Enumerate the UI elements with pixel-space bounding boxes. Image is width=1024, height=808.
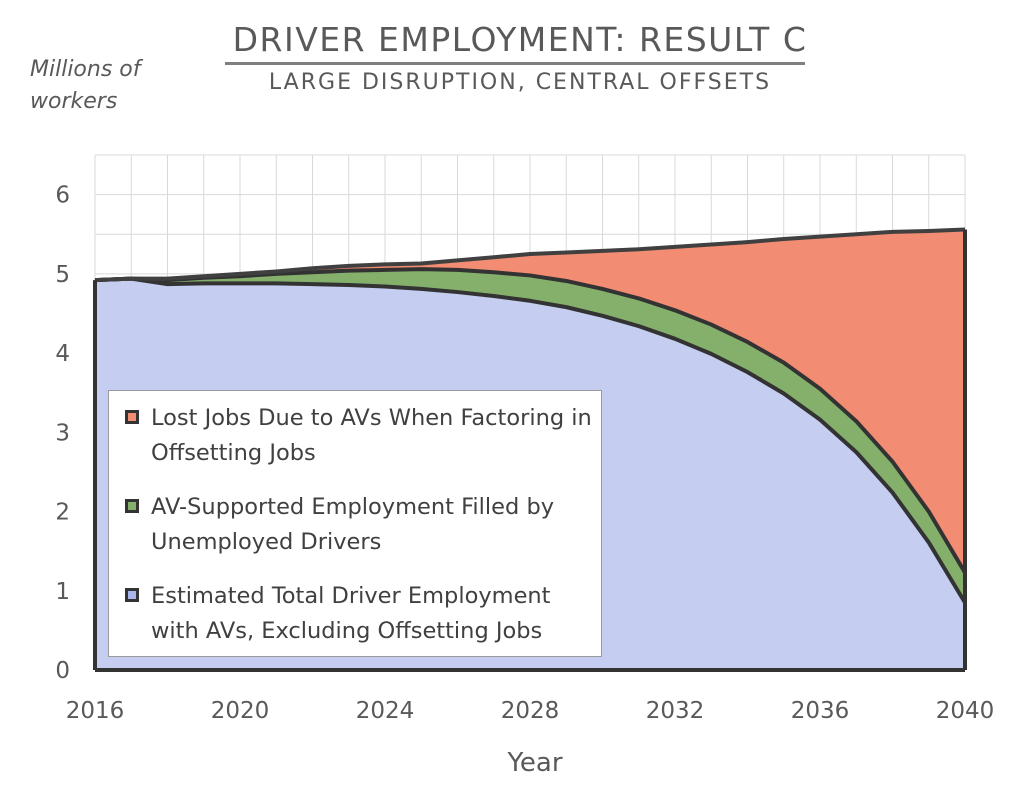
- area-lost-jobs: [95, 229, 965, 573]
- x-tick-label: 2032: [646, 698, 705, 724]
- legend-swatch-av-supported: [125, 499, 139, 513]
- legend-label-av-supported: AV-Supported Employment Filled by Unempl…: [151, 494, 555, 555]
- legend-label-total-employment: Estimated Total Driver Employment with A…: [151, 583, 551, 644]
- area-av-supported: [95, 269, 965, 603]
- line-lost-jobs: [94, 227, 966, 283]
- legend-swatch-lost-jobs: [125, 410, 139, 424]
- area-outlines: [93, 227, 967, 670]
- y-tick-label: 0: [55, 658, 70, 684]
- y-tick-label: 5: [55, 262, 70, 288]
- y-axis-label: Millions of workers: [30, 57, 141, 114]
- line-total-employment: [94, 276, 967, 604]
- legend-swatch-total-employment: [125, 588, 139, 602]
- y-tick-label: 4: [55, 341, 70, 367]
- x-tick-label: 2024: [356, 698, 415, 724]
- y-tick-label: 2: [55, 500, 70, 526]
- title-underline: [225, 62, 805, 65]
- x-axis-label: Year: [506, 748, 562, 778]
- x-tick-label: 2016: [66, 698, 125, 724]
- y-tick-label: 1: [55, 579, 70, 605]
- y-tick-label: 3: [55, 420, 70, 446]
- x-tick-label: 2028: [501, 698, 560, 724]
- tick-labels: 0 1 2 3 4 5 6 2016 2020 2024 2028 2032 2036 2040: [55, 183, 994, 724]
- chart-subtitle: LARGE DISRUPTION, CENTRAL OFFSETS: [268, 70, 772, 95]
- x-tick-label: 2040: [936, 698, 995, 724]
- x-tick-label: 2020: [211, 698, 270, 724]
- legend-label-lost-jobs: Lost Jobs Due to AVs When Factoring in O…: [151, 405, 592, 466]
- line-av-supported: [94, 267, 967, 574]
- chart-title: DRIVER EMPLOYMENT: RESULT C: [232, 20, 808, 59]
- x-tick-label: 2036: [791, 698, 850, 724]
- y-tick-label: 6: [55, 183, 70, 209]
- legend: Lost Jobs Due to AVs When Factoring in O…: [108, 390, 602, 657]
